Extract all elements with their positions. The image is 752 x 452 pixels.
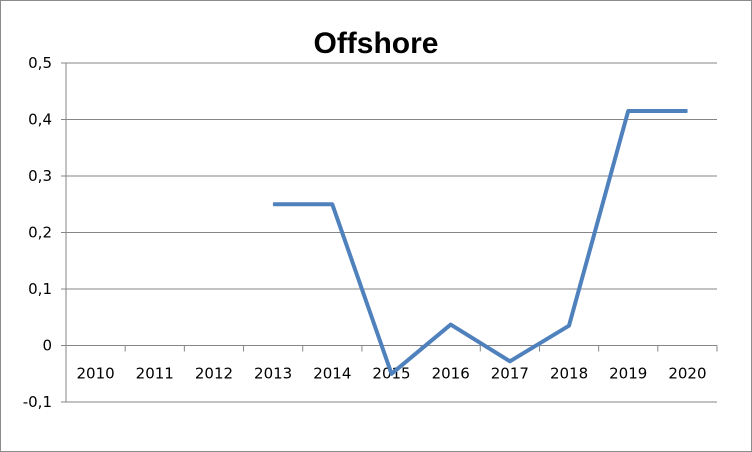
y-tick-label: -0,1	[23, 393, 52, 411]
y-tick-label: 0,4	[28, 111, 52, 129]
x-tick-label: 2019	[609, 365, 647, 383]
data-point	[627, 110, 629, 112]
x-tick-label: 2011	[136, 365, 174, 383]
y-tick-label: 0,3	[28, 167, 52, 185]
series-line	[273, 109, 688, 376]
x-tick-label: 2020	[668, 365, 706, 383]
x-tick-label: 2010	[76, 365, 114, 383]
data-point	[331, 203, 333, 205]
data-point	[272, 203, 274, 205]
x-tick-label: 2012	[195, 365, 233, 383]
data-point	[509, 360, 511, 362]
axes	[65, 63, 718, 402]
data-point	[686, 110, 688, 112]
y-tick-label: 0,2	[28, 224, 52, 242]
x-tick-label: 2013	[254, 365, 292, 383]
x-axis-ticks: 2010 2011 2012 2013 2014 2015 2016 2017 2018 2019…	[76, 365, 706, 383]
y-tick-label: 0,1	[28, 280, 52, 298]
gridlines	[61, 62, 717, 403]
x-tick-label: 2014	[313, 365, 351, 383]
x-tick-label: 2017	[491, 365, 529, 383]
data-point	[391, 373, 392, 375]
y-tick-label: 0	[42, 337, 52, 355]
series-group	[272, 109, 688, 376]
y-axis-ticks: 0,5 0,4 0,3 0,2 0,1 0 -0,1	[23, 54, 52, 411]
x-tick-label: 2018	[550, 365, 588, 383]
y-tick-label: 0,5	[28, 54, 52, 72]
chart-title: Offshore	[313, 27, 438, 60]
x-tick-label: 2016	[432, 365, 470, 383]
data-point	[568, 325, 570, 327]
data-point	[450, 324, 452, 326]
